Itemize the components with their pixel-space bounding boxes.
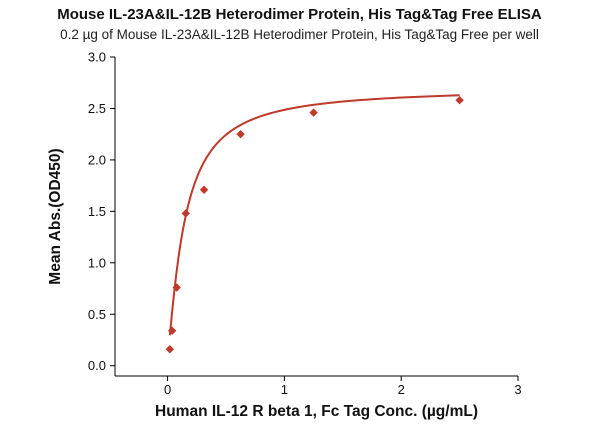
- fit-curve: [168, 94, 460, 336]
- x-tick-label: 0: [164, 382, 171, 397]
- y-tick-label: 0.0: [88, 358, 106, 373]
- data-point: [165, 345, 175, 354]
- x-tick-label: 2: [398, 382, 405, 397]
- x-tick-label: 3: [514, 382, 521, 397]
- y-tick-label: 1.0: [88, 255, 106, 270]
- x-axis-title: Human IL-12 R beta 1, Fc Tag Conc. (µg/m…: [155, 403, 478, 420]
- y-tick-label: 2.5: [88, 101, 106, 116]
- data-point: [236, 129, 245, 139]
- data-points: [165, 96, 464, 354]
- y-tick-label: 2.0: [88, 152, 106, 167]
- data-point: [199, 185, 209, 194]
- data-point: [172, 283, 181, 292]
- x-tick-label: 1: [281, 382, 288, 397]
- chart-subtitle: 0.2 µg of Mouse IL-23A&IL-12B Heterodime…: [60, 27, 539, 42]
- axes: 0.0 0.5 1.0 1.5 2.0 2.5 3.0 0 1 2 3: [88, 50, 522, 398]
- data-point: [167, 326, 177, 335]
- y-tick-label: 1.5: [88, 204, 106, 219]
- data-point: [181, 209, 190, 218]
- chart-title: Mouse IL-23A&IL-12B Heterodimer Protein,…: [57, 6, 542, 23]
- y-tick-label: 0.5: [88, 307, 106, 322]
- data-point: [309, 108, 318, 117]
- y-tick-label: 3.0: [88, 50, 106, 65]
- data-point: [455, 96, 464, 105]
- y-axis-title: Mean Abs.(OD450): [47, 148, 64, 284]
